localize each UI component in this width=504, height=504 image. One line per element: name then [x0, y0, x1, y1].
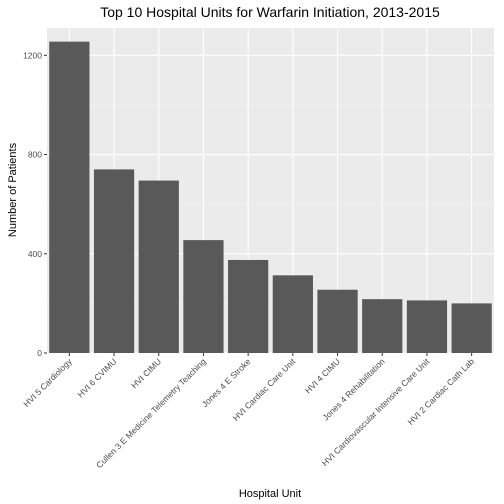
bar	[93, 169, 135, 353]
x-tick-label: HVI 5 Cardiology	[21, 356, 74, 409]
y-tick-label: 1200	[23, 50, 42, 60]
y-axis: 0 400 800 1200	[23, 50, 47, 358]
x-axis-title: Hospital Unit	[239, 488, 301, 500]
x-axis: HVI 5 Cardiology HVI 6 CVIMU HVI CIMUCulle…	[21, 353, 476, 470]
y-tick-label: 0	[37, 348, 42, 358]
x-tick-label: HVI 4 CIMU	[303, 356, 342, 395]
bar	[317, 289, 358, 353]
bar	[406, 300, 448, 353]
bar	[138, 180, 179, 353]
chart-title: Top 10 Hospital Units for Warfarin Initi…	[100, 4, 440, 20]
y-axis-title: Number of Patients	[7, 142, 19, 237]
bar	[183, 240, 224, 353]
x-tick-label: HVI CIMU	[129, 356, 163, 390]
x-tick-label: HVI 6 CVIMU	[75, 356, 118, 399]
bar	[362, 299, 403, 353]
bar	[451, 303, 492, 353]
y-tick-label: 400	[28, 249, 42, 259]
y-tick-label: 800	[28, 150, 42, 160]
bar	[272, 275, 313, 353]
bar	[228, 259, 269, 353]
bar	[49, 41, 90, 353]
bars	[49, 41, 492, 353]
